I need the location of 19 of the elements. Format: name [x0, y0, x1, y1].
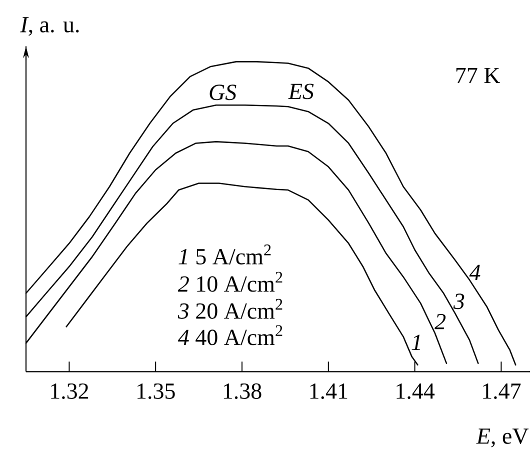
x-tick-label: 1.35 [138, 383, 175, 400]
x-tick-label: 1.41 [310, 384, 348, 400]
series-label: 3 [453, 294, 464, 310]
series-label: 1 [412, 334, 420, 350]
x-tick-label: 1.44 [396, 384, 435, 400]
annotation: ES [288, 84, 314, 100]
annotation: 77 K [456, 68, 500, 84]
x-axis-title: E, eV [476, 428, 529, 448]
annotation: 2 10 A/cm$^{2}$ [178, 272, 282, 292]
annotation: 1 5 A/cm$^{2}$ [178, 244, 271, 264]
series-label: 2 [434, 314, 446, 330]
y-axis-title: I, a. u. [20, 17, 79, 36]
annotation: GS [210, 84, 236, 100]
annotation: 3 20 A/cm$^{2}$ [178, 298, 282, 319]
series-label: 4 [469, 264, 480, 280]
x-tick-label: 1.47 [483, 384, 521, 400]
x-tick-label: 1.32 [51, 383, 88, 400]
annotation: 4 40 A/cm$^{2}$ [178, 325, 282, 346]
x-tick-label: 1.38 [224, 383, 262, 400]
